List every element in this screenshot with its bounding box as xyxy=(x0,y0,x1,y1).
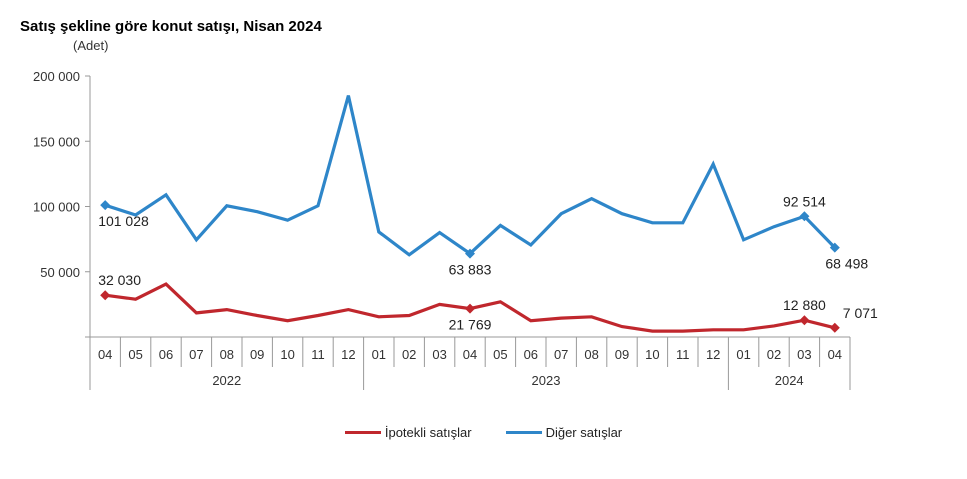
x-tick-label: 08 xyxy=(584,347,598,362)
marker-diamond xyxy=(100,200,111,211)
year-label: 2022 xyxy=(212,373,241,388)
x-tick-label: 03 xyxy=(797,347,811,362)
x-tick-label: 03 xyxy=(432,347,446,362)
legend-swatch-ipotekli xyxy=(344,431,381,434)
x-tick-label: 01 xyxy=(372,347,386,362)
marker-diamond xyxy=(829,242,840,253)
x-tick-label: 11 xyxy=(311,347,325,362)
unit-label: (Adet) xyxy=(73,38,109,53)
x-tick-label: 10 xyxy=(280,347,294,362)
data-label: 12 880 xyxy=(783,297,826,313)
legend-label-ipotekli: İpotekli satışlar xyxy=(384,425,472,440)
year-label: 2023 xyxy=(532,373,561,388)
data-label: 92 514 xyxy=(783,193,826,209)
year-label: 2024 xyxy=(775,373,804,388)
x-tick-label: 02 xyxy=(767,347,781,362)
data-label: 21 769 xyxy=(449,317,492,333)
legend-label-diger: Diğer satışlar xyxy=(545,425,623,440)
x-tick-label: 10 xyxy=(645,347,659,362)
x-tick-label: 01 xyxy=(736,347,750,362)
x-tick-label: 04 xyxy=(828,347,842,362)
x-tick-label: 07 xyxy=(189,347,203,362)
legend: İpotekli satışlar Diğer satışlar xyxy=(0,425,967,440)
marker-diamond xyxy=(799,211,810,222)
y-tick-label: 200 000 xyxy=(33,69,80,84)
x-tick-label: 02 xyxy=(402,347,416,362)
x-tick-label: 09 xyxy=(250,347,264,362)
x-tick-label: 12 xyxy=(706,347,720,362)
x-tick-label: 11 xyxy=(676,347,690,362)
y-tick-label: 150 000 xyxy=(33,134,80,149)
data-label: 101 028 xyxy=(98,213,149,229)
marker-diamond xyxy=(799,315,810,326)
series-line-1 xyxy=(104,95,836,257)
legend-item-diger: Diğer satışlar xyxy=(505,425,623,440)
legend-item-ipotekli: İpotekli satışlar xyxy=(344,425,472,440)
y-tick-label: 50 000 xyxy=(40,265,80,280)
x-tick-label: 05 xyxy=(493,347,507,362)
x-tick-label: 08 xyxy=(220,347,234,362)
y-tick-label: 100 000 xyxy=(33,200,80,215)
data-label: 32 030 xyxy=(98,272,141,288)
x-tick-label: 05 xyxy=(128,347,142,362)
data-labels: 32 030 21 769 12 880 7 071 101 028 63 883 92 5… xyxy=(98,193,878,332)
x-tick-label: 06 xyxy=(159,347,173,362)
x-tick-label: 12 xyxy=(341,347,355,362)
data-label: 63 883 xyxy=(449,262,492,278)
marker-diamond xyxy=(829,322,840,333)
marker-diamond xyxy=(100,290,111,301)
marker-diamond xyxy=(465,303,475,314)
series-lines xyxy=(100,95,840,333)
x-tick-label: 04 xyxy=(463,347,477,362)
chart-title: Satış şekline göre konut satışı, Nisan 2… xyxy=(20,18,322,35)
data-label: 68 498 xyxy=(825,256,868,272)
legend-swatch-diger xyxy=(505,431,542,434)
marker-diamond xyxy=(465,248,475,259)
x-tick-label: 04 xyxy=(98,347,112,362)
x-tick-label: 06 xyxy=(524,347,538,362)
x-tick-label: 09 xyxy=(615,347,629,362)
data-label: 7 071 xyxy=(843,305,878,321)
x-tick-label: 07 xyxy=(554,347,568,362)
axes: 50 000 100 000 150 000 200 000 04 05 06 07 08 09 1… xyxy=(33,69,851,390)
